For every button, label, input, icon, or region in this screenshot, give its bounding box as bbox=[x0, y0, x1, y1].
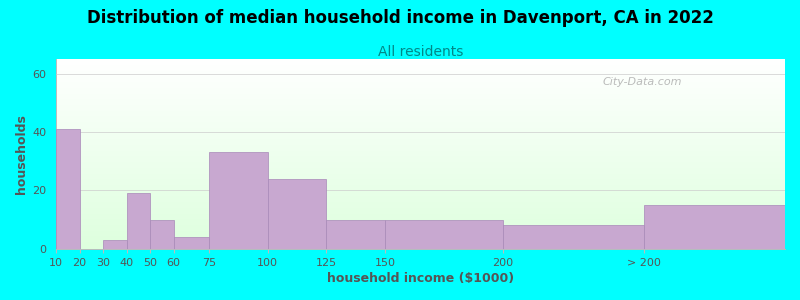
Y-axis label: households: households bbox=[15, 114, 28, 194]
Bar bbox=[644, 205, 785, 249]
Text: City-Data.com: City-Data.com bbox=[602, 77, 682, 87]
Bar bbox=[174, 237, 209, 249]
Title: All residents: All residents bbox=[378, 45, 463, 59]
Bar bbox=[503, 225, 644, 249]
Bar bbox=[209, 152, 268, 249]
Bar bbox=[268, 179, 326, 249]
Bar bbox=[126, 193, 150, 249]
X-axis label: household income ($1000): household income ($1000) bbox=[327, 272, 514, 285]
Text: Distribution of median household income in Davenport, CA in 2022: Distribution of median household income … bbox=[86, 9, 714, 27]
Bar bbox=[150, 220, 174, 249]
Bar bbox=[56, 129, 79, 249]
Bar bbox=[386, 220, 503, 249]
Bar bbox=[103, 240, 126, 249]
Bar bbox=[326, 220, 386, 249]
